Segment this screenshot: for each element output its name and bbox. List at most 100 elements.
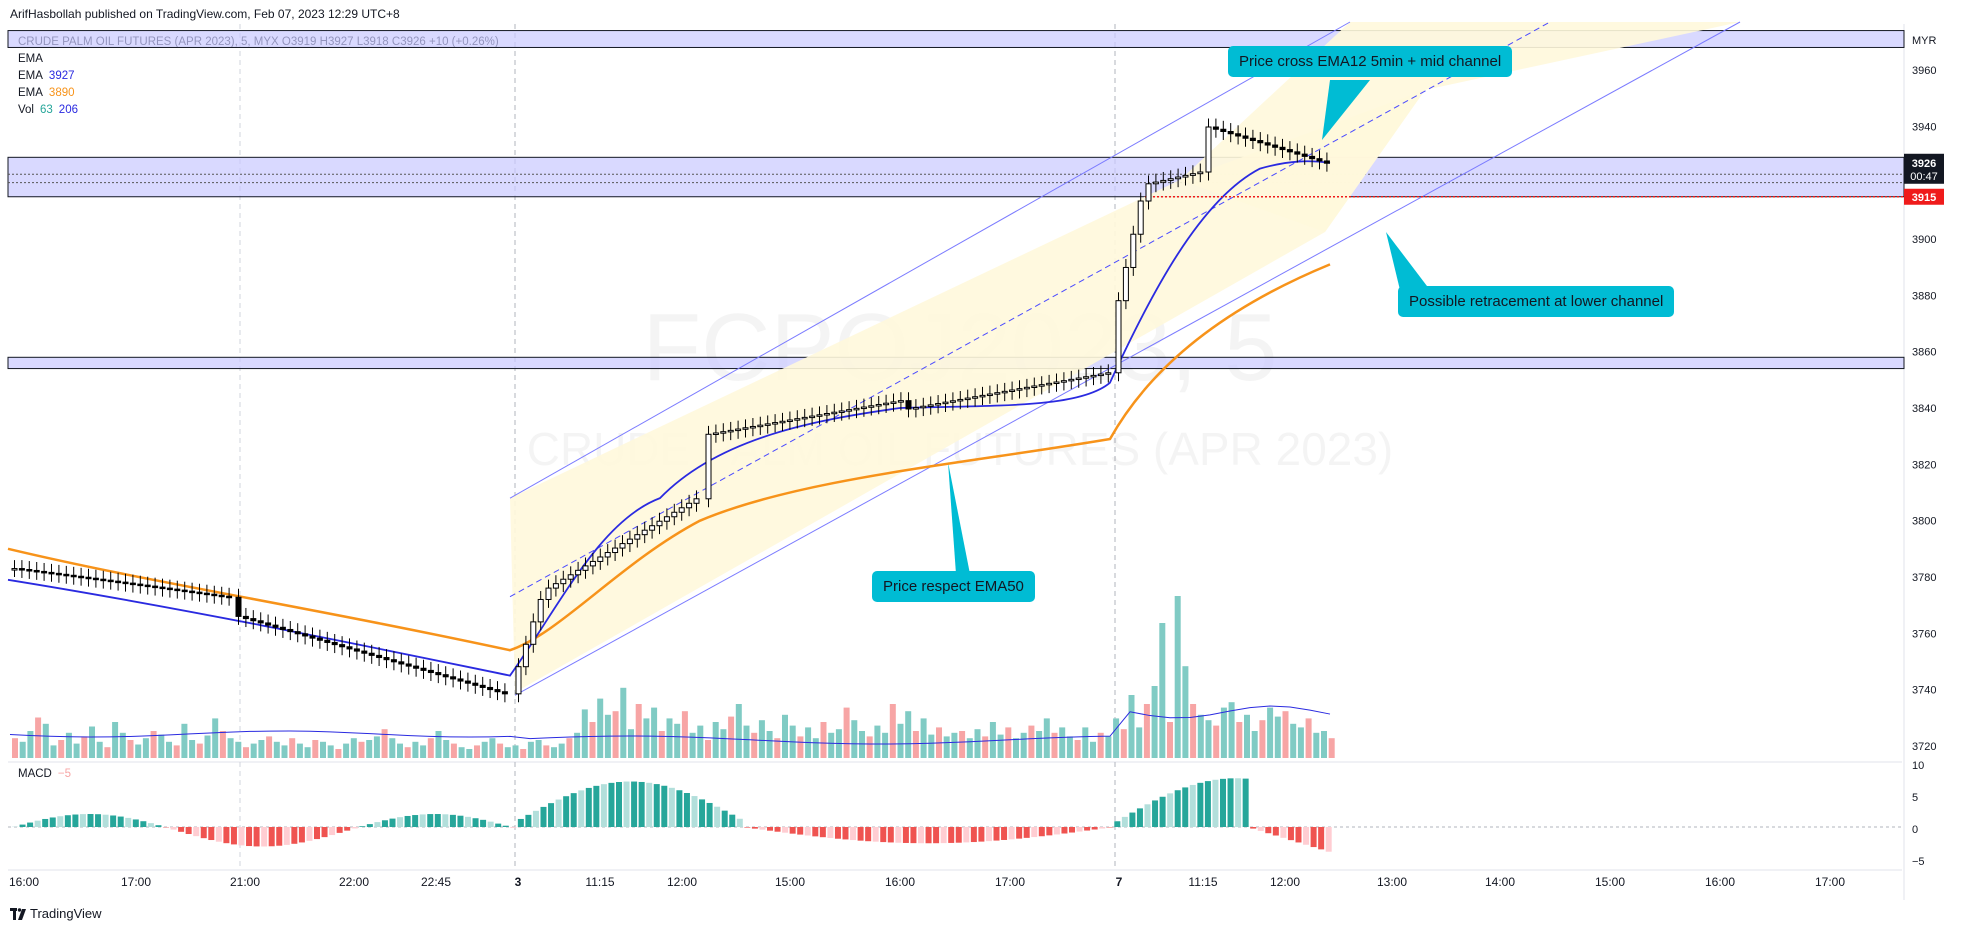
candle-body [1130, 233, 1137, 268]
macd-tick-label: 5 [1912, 792, 1918, 804]
candle-body [1323, 160, 1330, 164]
x-tick-label: 7 [1116, 875, 1123, 889]
volume-bar [658, 731, 665, 758]
macd-bar [948, 827, 955, 843]
volume-bar [959, 731, 966, 758]
callout-top-pointer [1322, 80, 1370, 140]
volume-bar [558, 743, 565, 758]
macd-bar [117, 816, 124, 827]
volume-bar [1059, 727, 1066, 758]
macd-bar [336, 827, 343, 833]
macd-bar [955, 827, 962, 843]
candle-body [949, 400, 956, 403]
macd-bar [283, 827, 290, 845]
volume-bar [142, 738, 149, 758]
callout-bottom[interactable]: Price respect EMA50 [872, 571, 1035, 602]
volume-bar [1244, 714, 1250, 758]
candle-body [1137, 200, 1144, 235]
volume-bar [1097, 732, 1104, 758]
macd-bar [661, 785, 668, 827]
macd-bar [714, 806, 721, 827]
volume-bar [96, 741, 103, 758]
candle-body [612, 547, 619, 554]
candle-body [302, 633, 309, 637]
candle-body [211, 593, 218, 597]
macd-bar [1220, 778, 1226, 827]
volume-bar [874, 725, 881, 758]
candle-body [801, 416, 808, 420]
candle-body [868, 405, 875, 408]
macd-bar [230, 827, 237, 845]
candle-body [189, 590, 196, 594]
legend-volume[interactable]: Vol 63 206 [18, 104, 78, 116]
candle-body [912, 407, 919, 410]
macd-bar [706, 802, 713, 827]
candle-body [905, 400, 912, 410]
volume-bar [674, 723, 681, 758]
macd-bar [223, 827, 230, 844]
candle-body [853, 407, 860, 411]
candle-body [634, 534, 641, 540]
volume-bar [966, 738, 973, 758]
candle-body [115, 580, 122, 584]
x-tick-label: 22:45 [421, 875, 451, 889]
callout-top[interactable]: Price cross EMA12 5min + mid channel [1228, 46, 1513, 77]
legend-ema12[interactable]: EMA [18, 53, 43, 65]
macd-bar [487, 821, 494, 827]
macd-bar [540, 806, 547, 827]
macd-bar [1242, 778, 1249, 827]
volume-bar [728, 716, 735, 758]
candle-body [55, 572, 62, 576]
macd-bar [872, 827, 879, 842]
candle-body [575, 569, 582, 576]
volume-bar [50, 745, 57, 758]
candle-body [420, 667, 427, 671]
candle-body [757, 424, 764, 428]
macd-bar [616, 782, 622, 827]
macd-bar [1053, 827, 1060, 835]
candle-body [552, 583, 559, 589]
volume-bar [820, 722, 827, 758]
candle-body [353, 648, 360, 652]
macd-bar [834, 827, 841, 839]
macd-bar [170, 827, 177, 830]
candle-body [1090, 374, 1097, 378]
candle-body [809, 415, 816, 419]
volume-bar [412, 741, 419, 758]
candle-body [656, 520, 663, 527]
legend-ema-orange[interactable]: EMA 3890 [18, 87, 75, 99]
candle-body [405, 663, 412, 667]
candle-body [1212, 126, 1219, 130]
macd-bar [1204, 781, 1211, 827]
candle-body [1068, 378, 1075, 382]
macd-bar [1144, 804, 1151, 827]
macd-bar [329, 827, 336, 836]
volume-bar [1113, 718, 1120, 758]
candle-body [890, 401, 897, 404]
volume-bar [1251, 731, 1258, 758]
volume-bar [312, 740, 319, 758]
volume-bar [743, 725, 750, 758]
volume-bar [697, 725, 704, 758]
callout-right[interactable]: Possible retracement at lower channel [1398, 286, 1675, 317]
macd-bar [1280, 827, 1287, 838]
volume-bar [73, 743, 80, 758]
legend-ema-blue[interactable]: EMA 3927 [18, 70, 75, 82]
footer-brand[interactable]: TradingView [10, 906, 102, 921]
macd-bar [140, 821, 147, 827]
candle-body [1023, 386, 1030, 390]
macd-bar [865, 827, 872, 842]
macd-bar [344, 827, 351, 831]
candle-body [159, 586, 166, 590]
candle-body [1060, 380, 1067, 383]
volume-bar [273, 741, 280, 758]
volume-bar [735, 704, 742, 758]
candle-body [279, 626, 286, 630]
macd-bar [812, 827, 819, 837]
macd-bar [585, 787, 592, 827]
y-tick-label: 3860 [1912, 347, 1936, 359]
candle-body [122, 581, 129, 585]
macd-bar [578, 790, 585, 827]
macd-label[interactable]: MACD −5 [18, 768, 71, 780]
